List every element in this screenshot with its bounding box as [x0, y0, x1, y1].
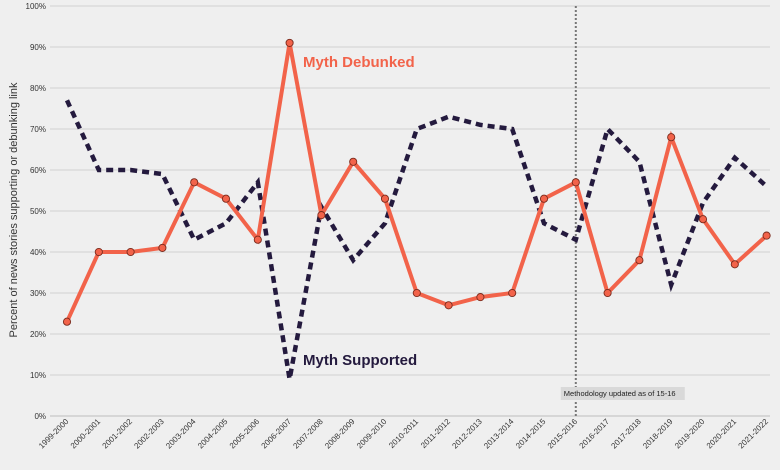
myth-debunked-point: [158, 243, 167, 252]
myth-debunked-point: [635, 256, 644, 265]
y-tick-label: 30%: [30, 289, 46, 298]
x-tick-label: 2010-2011: [387, 417, 420, 450]
myth-debunked-point: [285, 38, 294, 47]
x-tick-label: 2018-2019: [641, 417, 675, 451]
x-tick-labels: 1999-20002000-20012001-20022002-20032003…: [37, 417, 770, 451]
y-tick-label: 60%: [30, 166, 46, 175]
x-tick-label: 2006-2007: [260, 417, 294, 451]
y-axis-title: Percent of news stories supporting or de…: [8, 82, 20, 337]
x-tick-label: 2005-2006: [228, 417, 262, 451]
gridlines: [50, 5, 770, 417]
myth-debunked-point: [190, 178, 199, 187]
series-myth-debunked: [62, 38, 771, 326]
myth-debunked-point: [571, 178, 580, 187]
myth-debunked-point: [667, 133, 676, 142]
methodology-note-box: [560, 387, 685, 400]
myth-debunked-point: [539, 194, 549, 203]
myth-debunked-point: [508, 288, 517, 298]
x-tick-label: 2013-2014: [482, 417, 516, 451]
x-tick-label: 2002-2003: [132, 417, 166, 451]
label-myth-debunked: Myth Debunked: [303, 54, 415, 71]
myth-debunked-point: [412, 288, 421, 298]
x-tick-label: 2015-2016: [546, 417, 580, 451]
y-tick-label: 50%: [30, 207, 46, 216]
y-tick-label: 10%: [30, 371, 46, 380]
x-tick-label: 2019-2020: [673, 417, 707, 451]
myth-debunked-point: [380, 194, 390, 203]
x-tick-label: 2017-2018: [609, 417, 643, 451]
x-tick-label: 2009-2010: [355, 417, 389, 451]
y-tick-label: 40%: [30, 248, 46, 257]
myth-debunked-point: [126, 247, 135, 257]
y-tick-label: 70%: [30, 125, 46, 134]
x-tick-label: 2001-2002: [101, 417, 135, 451]
methodology-annotation: Methodology updated as of 15-16: [560, 6, 685, 416]
y-tick-label: 20%: [30, 330, 46, 339]
x-tick-label: 2007-2008: [291, 417, 325, 451]
myth-debunked-point: [730, 260, 739, 269]
x-tick-label: 2011-2012: [419, 417, 452, 450]
x-tick-label: 2020-2021: [705, 417, 739, 451]
x-tick-label: 2008-2009: [323, 417, 357, 451]
myth-debunked-point: [349, 157, 358, 166]
series-myth-supported: [64, 99, 769, 380]
myth-debunked-point: [603, 288, 612, 298]
myth-debunked-point: [317, 211, 326, 220]
myth-debunked-point: [698, 215, 708, 224]
myth-debunked-point: [221, 194, 231, 203]
myth-debunked-line: [65, 42, 768, 323]
myth-debunked-point: [444, 301, 453, 310]
myth-debunked-point: [253, 235, 262, 244]
myth-supported-line: [64, 99, 769, 380]
x-tick-label: 2000-2001: [69, 417, 103, 451]
myth-debunked-point: [62, 317, 72, 326]
x-tick-label: 2021-2022: [737, 417, 771, 451]
x-tick-label: 2016-2017: [578, 417, 612, 451]
y-tick-label: 100%: [26, 2, 46, 11]
label-myth-supported: Myth Supported: [303, 352, 417, 369]
y-tick-label: 80%: [30, 84, 46, 93]
myth-debunked-point: [94, 247, 103, 257]
y-tick-label: 90%: [30, 43, 46, 52]
methodology-note-text: Methodology updated as of 15-16: [564, 389, 676, 398]
x-tick-label: 2003-2004: [164, 417, 198, 451]
x-tick-label: 2012-2013: [450, 417, 484, 451]
x-tick-label: 1999-2000: [37, 417, 71, 451]
y-tick-label: 0%: [34, 412, 46, 421]
myth-debunked-point: [762, 231, 771, 240]
y-tick-labels: 0% 10% 20% 30% 40% 50% 60% 70% 80% 90% 100%: [26, 2, 46, 421]
x-tick-label: 2014-2015: [514, 417, 548, 451]
x-tick-label: 2004-2005: [196, 417, 230, 451]
myth-debunked-point: [476, 293, 485, 302]
